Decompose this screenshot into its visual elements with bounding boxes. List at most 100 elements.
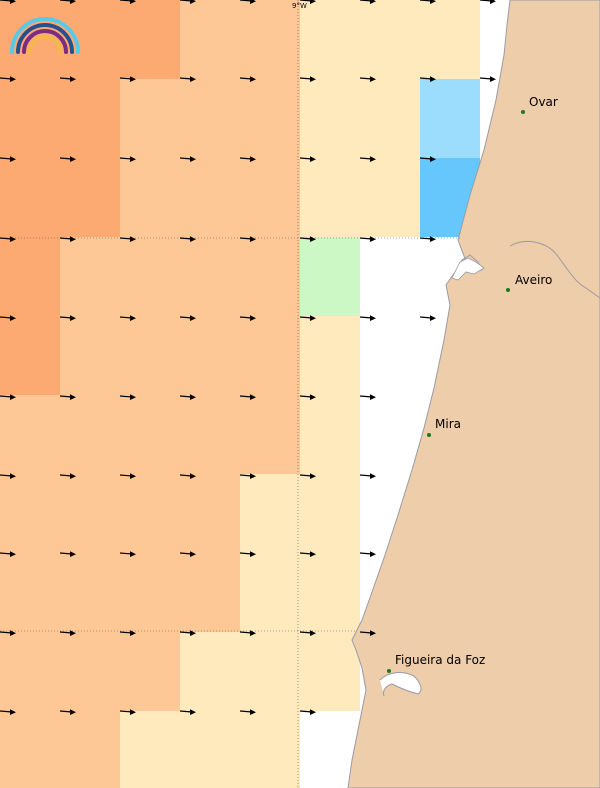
direction-arrow [299,315,316,321]
direction-arrow [239,236,256,242]
direction-arrow [239,630,256,636]
wave-cell [240,553,300,632]
direction-arrow [239,394,256,400]
town-dot [521,110,525,114]
direction-arrow [179,76,196,82]
wave-cell [300,0,360,79]
wave-cell [240,395,300,474]
town-mira[interactable]: Mira [427,417,461,437]
direction-arrow [179,473,196,479]
direction-arrow [0,630,16,636]
direction-arrow [0,551,16,557]
forecast-logo-icon [10,17,80,54]
town-figueira-da-foz[interactable]: Figueira da Foz [387,653,485,673]
direction-arrow [119,630,136,636]
mondego-estuary [379,672,422,697]
wave-cell [0,79,60,158]
wave-cell [180,0,240,79]
direction-arrow [0,394,16,400]
direction-arrow [299,473,316,479]
direction-arrow [0,473,16,479]
direction-arrow [299,394,316,400]
direction-arrow [0,156,16,162]
direction-arrow [0,709,16,715]
wave-cell [0,553,60,632]
wave-cell [60,237,120,316]
direction-arrow [59,394,76,400]
wave-cell [120,316,180,395]
town-dot [427,433,431,437]
direction-arrow [359,394,376,400]
wave-cell [360,0,420,79]
direction-arrow [119,0,136,4]
direction-arrow [299,551,316,557]
direction-arrow [359,630,376,636]
wave-cell [0,474,60,553]
direction-arrow [179,630,196,636]
wave-cell [0,316,60,395]
direction-arrow [239,551,256,557]
wave-cell [180,237,240,316]
direction-arrow [359,0,376,4]
direction-arrow [239,0,256,4]
direction-arrow [359,76,376,82]
direction-arrow [479,76,496,82]
direction-arrow [59,236,76,242]
direction-arrow [119,709,136,715]
direction-arrow [359,236,376,242]
land-area [347,0,600,788]
direction-arrow [59,551,76,557]
aveiro-river [509,241,600,299]
direction-arrow [119,236,136,242]
wave-cell [60,395,120,474]
direction-arrow [179,394,196,400]
wave-cell [300,237,360,316]
direction-arrow [419,315,436,321]
town-aveiro[interactable]: Aveiro [506,273,552,292]
direction-arrow [59,156,76,162]
wave-cell [240,632,300,711]
wave-cell [120,711,180,788]
direction-arrow [419,236,436,242]
direction-arrow [179,156,196,162]
direction-arrow [239,473,256,479]
logo-arc [16,23,74,54]
direction-arrow [59,630,76,636]
direction-arrow [179,709,196,715]
wave-cell [240,0,300,79]
wave-cell [0,632,60,711]
direction-arrow [59,473,76,479]
direction-arrow [0,236,16,242]
wave-cell [240,711,300,788]
wave-cell [60,553,120,632]
wave-cell [120,0,180,79]
direction-arrow [0,315,16,321]
wave-height-grid [0,0,480,788]
wave-cell [0,158,60,237]
wave-cell [180,553,240,632]
wave-cell [120,395,180,474]
wave-cell [240,79,300,158]
wave-cell [60,474,120,553]
direction-arrow [419,0,436,4]
direction-arrow [119,394,136,400]
direction-arrow [119,315,136,321]
town-label: Mira [435,417,461,431]
direction-arrow [419,156,436,162]
town-ovar[interactable]: Ovar [521,95,558,114]
town-markers: Ovar Aveiro Mira Figueira da Foz [387,95,558,673]
wave-cell [300,158,360,237]
aveiro-lagoon [451,257,485,281]
town-dot [387,669,391,673]
wave-cell [300,474,360,553]
logo-arc [10,17,80,54]
direction-arrow [299,709,316,715]
wave-cell [300,395,360,474]
wave-cell [60,158,120,237]
graticule [0,0,460,788]
direction-arrow [59,709,76,715]
wave-cell [0,237,60,316]
direction-arrow [119,156,136,162]
